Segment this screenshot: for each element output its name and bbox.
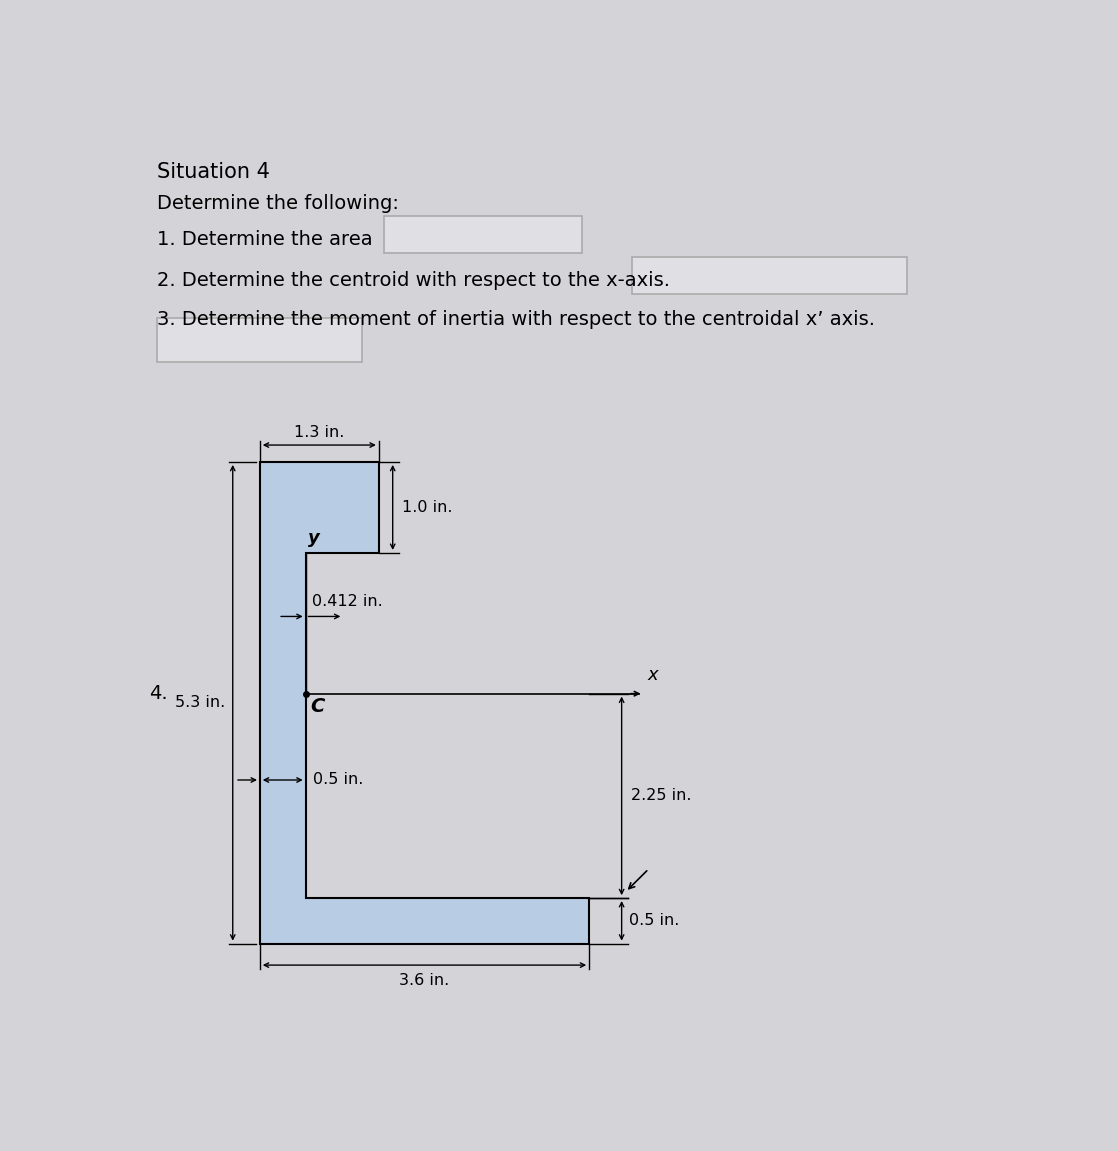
Text: C: C bbox=[311, 696, 324, 716]
FancyBboxPatch shape bbox=[383, 216, 581, 253]
Text: 3.6 in.: 3.6 in. bbox=[399, 973, 449, 988]
Text: x: x bbox=[647, 666, 657, 685]
Text: 1.0 in.: 1.0 in. bbox=[402, 500, 453, 514]
Text: 0.412 in.: 0.412 in. bbox=[312, 594, 382, 609]
Text: 2. Determine the centroid with respect to the x-axis.: 2. Determine the centroid with respect t… bbox=[157, 272, 670, 290]
Text: Determine the following:: Determine the following: bbox=[157, 195, 399, 213]
Text: y: y bbox=[307, 528, 320, 547]
Polygon shape bbox=[259, 462, 589, 944]
Text: 3. Determine the moment of inertia with respect to the centroidal x’ axis.: 3. Determine the moment of inertia with … bbox=[157, 310, 874, 329]
Text: 0.5 in.: 0.5 in. bbox=[313, 772, 363, 787]
Text: 2.25 in.: 2.25 in. bbox=[631, 788, 691, 803]
Text: 1. Determine the area: 1. Determine the area bbox=[157, 230, 372, 249]
Text: 5.3 in.: 5.3 in. bbox=[174, 695, 225, 710]
Text: 1.3 in.: 1.3 in. bbox=[294, 425, 344, 440]
FancyBboxPatch shape bbox=[157, 318, 362, 363]
Text: 4.: 4. bbox=[149, 684, 168, 703]
FancyBboxPatch shape bbox=[632, 258, 907, 295]
Text: 0.5 in.: 0.5 in. bbox=[629, 914, 680, 929]
Text: Situation 4: Situation 4 bbox=[157, 162, 269, 182]
